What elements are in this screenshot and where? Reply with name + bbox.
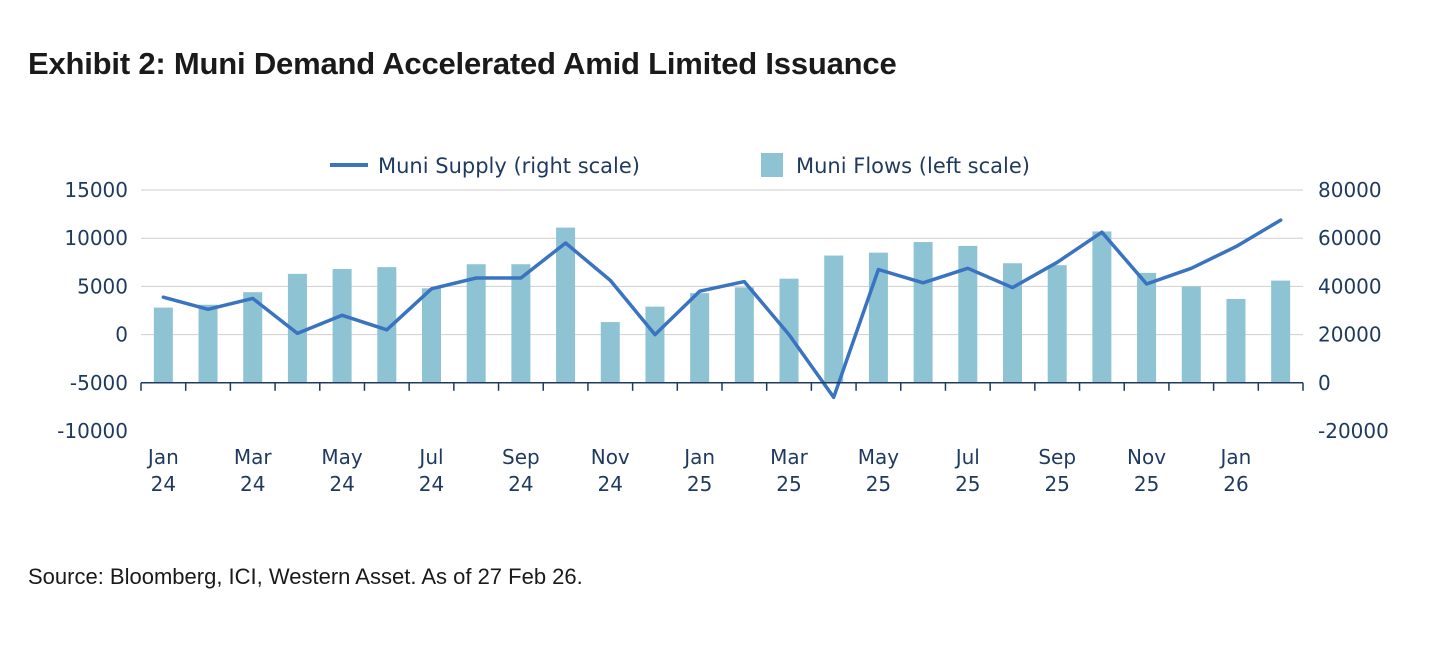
left-tick-label: 10000 [64, 226, 128, 250]
x-tick-year: 25 [1044, 472, 1069, 496]
right-tick-label: 80000 [1318, 178, 1382, 202]
x-tick-month: Jul [417, 445, 443, 469]
x-tick-month: Sep [1038, 445, 1076, 469]
x-tick-month: Mar [770, 445, 809, 469]
x-tick-year: 24 [508, 472, 533, 496]
muni-supply-line [161, 218, 1283, 400]
x-tick-year: 24 [419, 472, 444, 496]
x-tick-year: 24 [329, 472, 354, 496]
x-tick-year: 25 [1134, 472, 1159, 496]
bar-jun-25 [913, 242, 933, 383]
line-series [161, 218, 1283, 400]
bar-dec-24 [645, 306, 665, 383]
left-tick-label: -5000 [70, 371, 128, 395]
bar-nov-25 [1137, 272, 1157, 383]
bar-oct-25 [1092, 231, 1112, 383]
left-tick-label: 15000 [64, 178, 128, 202]
legend-label-flows: Muni Flows (left scale) [796, 154, 1030, 178]
x-tick-year: 25 [776, 472, 801, 496]
bar-aug-24 [466, 264, 486, 383]
bar-series [153, 227, 1291, 383]
x-tick-year: 25 [687, 472, 712, 496]
bar-feb-26 [1271, 280, 1291, 383]
x-tick-month: Jan [146, 445, 179, 469]
legend-bar-swatch [761, 153, 783, 177]
bar-jul-24 [422, 288, 441, 383]
bar-mar-24 [243, 292, 263, 383]
x-tick-month: Nov [1127, 445, 1166, 469]
axes [140, 382, 1304, 391]
right-tick-label: 0 [1318, 371, 1331, 395]
right-axis-ticks: 80000 60000 40000 20000 0 -20000 [1318, 178, 1389, 443]
x-tick-month: May [321, 445, 363, 469]
bar-feb-25 [734, 287, 754, 383]
bar-nov-24 [600, 322, 620, 383]
bar-jun-24 [377, 267, 397, 383]
x-tick-month: Jan [682, 445, 715, 469]
bar-oct-24 [556, 227, 576, 383]
right-tick-label: 60000 [1318, 226, 1382, 250]
bar-aug-25 [1003, 263, 1022, 383]
x-tick-year: 26 [1223, 472, 1248, 496]
x-tick-year: 25 [866, 472, 891, 496]
right-tick-label: 40000 [1318, 274, 1382, 298]
legend-label-supply: Muni Supply (right scale) [378, 154, 640, 178]
bar-apr-25 [824, 255, 844, 383]
x-tick-month: Nov [591, 445, 630, 469]
bar-sep-24 [511, 264, 531, 383]
x-tick-month: Jan [1219, 445, 1252, 469]
bar-sep-25 [1047, 265, 1067, 383]
x-tick-year: 24 [598, 472, 623, 496]
right-tick-label: 20000 [1318, 323, 1382, 347]
left-axis-ticks: 15000 10000 5000 0 -5000 -10000 [57, 178, 128, 443]
left-tick-label: 0 [115, 323, 128, 347]
bar-jan-26 [1226, 298, 1246, 383]
legend: Muni Supply (right scale) Muni Flows (le… [330, 153, 1030, 178]
bar-feb-24 [198, 304, 218, 383]
x-tick-month: Jul [954, 445, 980, 469]
x-tick-month: Sep [502, 445, 540, 469]
left-tick-label: -10000 [57, 419, 128, 443]
right-tick-label: -20000 [1318, 419, 1389, 443]
source-note: Source: Bloomberg, ICI, Western Asset. A… [28, 564, 583, 589]
x-axis-ticks: Jan 24 Mar 24 May 24 Jul 24 Sep 24 Nov 24 Jan 25 Mar 25… [146, 445, 1251, 496]
bar-apr-24 [287, 273, 307, 383]
bar-may-24 [332, 269, 352, 383]
chart-title: Exhibit 2: Muni Demand Accelerated Amid … [28, 46, 897, 81]
x-tick-month: Mar [234, 445, 273, 469]
x-tick-year: 25 [955, 472, 980, 496]
bar-jan-24 [153, 307, 173, 383]
bar-jul-25 [958, 245, 978, 383]
x-tick-year: 24 [151, 472, 176, 496]
bar-dec-25 [1181, 286, 1201, 383]
left-tick-label: 5000 [77, 274, 128, 298]
bar-jan-25 [690, 293, 710, 383]
bar-mar-25 [779, 278, 799, 383]
x-tick-month: May [858, 445, 900, 469]
x-tick-year: 24 [240, 472, 265, 496]
